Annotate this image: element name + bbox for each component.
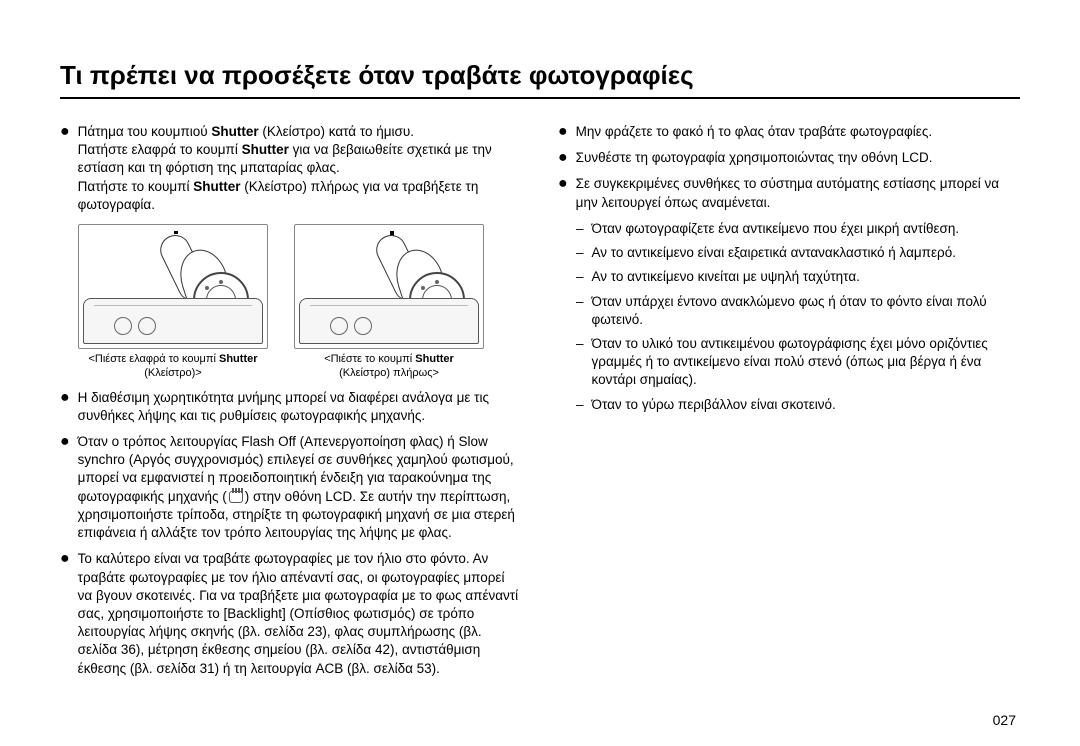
bullet-af-conditions: ● Σε συγκεκριμένες συνθήκες το σύστημα α… <box>558 175 1020 211</box>
sub-dash: – <box>576 293 584 329</box>
page-title: Τι πρέπει να προσέξετε όταν τραβάτε φωτο… <box>60 60 1020 99</box>
bullet-dont-block: ● Μην φράζετε το φακό ή το φλας όταν τρα… <box>558 123 1020 141</box>
shutter-figures: <Πιέστε ελαφρά το κουμπί Shutter (Κλείστ… <box>78 224 522 381</box>
page-number: 027 <box>993 712 1016 728</box>
figure-image <box>294 224 484 349</box>
bullet-dot: ● <box>558 149 568 167</box>
sub-text: Όταν υπάρχει έντονο ανακλώμενο φως ή ότα… <box>592 293 1020 329</box>
sub-text: Όταν φωτογραφίζετε ένα αντικείμενο που έ… <box>592 220 1020 238</box>
bullet-backlight: ● Το καλύτερο είναι να τραβάτε φωτογραφί… <box>60 550 522 678</box>
bullet-text: Η διαθέσιμη χωρητικότητα μνήμης μπορεί ν… <box>78 389 522 425</box>
bullet-dot: ● <box>60 550 70 678</box>
bullet-text: Το καλύτερο είναι να τραβάτε φωτογραφίες… <box>78 550 522 678</box>
bullet-memory: ● Η διαθέσιμη χωρητικότητα μνήμης μπορεί… <box>60 389 522 425</box>
right-column: ● Μην φράζετε το φακό ή το φλας όταν τρα… <box>558 123 1020 686</box>
sub-dash: – <box>576 335 584 390</box>
bullet-dot: ● <box>558 175 568 211</box>
camera-body <box>299 298 479 344</box>
bullet-flash-off: ● Όταν ο τρόπος λειτουργίας Flash Off (Α… <box>60 433 522 542</box>
camera-shake-icon <box>229 491 243 503</box>
bullet-text: Μην φράζετε το φακό ή το φλας όταν τραβά… <box>576 123 1020 141</box>
bullet-dot: ● <box>60 389 70 425</box>
content-columns: ● Πάτημα του κουμπιού Shutter (Κλείστρο)… <box>60 123 1020 686</box>
sub-reflective: – Αν το αντικείμενο είναι εξαιρετικά αντ… <box>558 244 1020 262</box>
figure-caption: <Πιέστε το κουμπί Shutter (Κλείστρο) πλή… <box>324 353 454 381</box>
sub-low-contrast: – Όταν φωτογραφίζετε ένα αντικείμενο που… <box>558 220 1020 238</box>
sub-text: Αν το αντικείμενο είναι εξαιρετικά ανταν… <box>592 244 1020 262</box>
figure-full-press: <Πιέστε το κουμπί Shutter (Κλείστρο) πλή… <box>294 224 484 381</box>
sub-horizontal-lines: – Όταν το υλικό του αντικειμένου φωτογρά… <box>558 335 1020 390</box>
sub-fast-moving: – Αν το αντικείμενο κινείται με υψηλή τα… <box>558 268 1020 286</box>
bullet-text: Πάτημα του κουμπιού Shutter (Κλείστρο) κ… <box>78 123 522 214</box>
sub-dash: – <box>576 396 584 414</box>
sub-dash: – <box>576 268 584 286</box>
left-column: ● Πάτημα του κουμπιού Shutter (Κλείστρο)… <box>60 123 522 686</box>
figure-caption: <Πιέστε ελαφρά το κουμπί Shutter (Κλείστ… <box>88 353 257 381</box>
bullet-dot: ● <box>558 123 568 141</box>
sub-text: Όταν το γύρω περιβάλλον είναι σκοτεινό. <box>592 396 1020 414</box>
figure-image <box>78 224 268 349</box>
bullet-text: Συνθέστε τη φωτογραφία χρησιμοποιώντας τ… <box>576 149 1020 167</box>
figure-half-press: <Πιέστε ελαφρά το κουμπί Shutter (Κλείστ… <box>78 224 268 381</box>
sub-bright-bg: – Όταν υπάρχει έντονο ανακλώμενο φως ή ό… <box>558 293 1020 329</box>
bullet-dot: ● <box>60 123 70 214</box>
bullet-text: Όταν ο τρόπος λειτουργίας Flash Off (Απε… <box>78 433 522 542</box>
sub-dark-env: – Όταν το γύρω περιβάλλον είναι σκοτεινό… <box>558 396 1020 414</box>
bullet-dot: ● <box>60 433 70 542</box>
sub-text: Όταν το υλικό του αντικειμένου φωτογράφι… <box>592 335 1020 390</box>
bullet-shutter: ● Πάτημα του κουμπιού Shutter (Κλείστρο)… <box>60 123 522 214</box>
sub-dash: – <box>576 244 584 262</box>
camera-body <box>83 298 263 344</box>
bullet-text: Σε συγκεκριμένες συνθήκες το σύστημα αυτ… <box>576 175 1020 211</box>
sub-text: Αν το αντικείμενο κινείται με υψηλή ταχύ… <box>592 268 1020 286</box>
sub-dash: – <box>576 220 584 238</box>
bullet-compose-lcd: ● Συνθέστε τη φωτογραφία χρησιμοποιώντας… <box>558 149 1020 167</box>
